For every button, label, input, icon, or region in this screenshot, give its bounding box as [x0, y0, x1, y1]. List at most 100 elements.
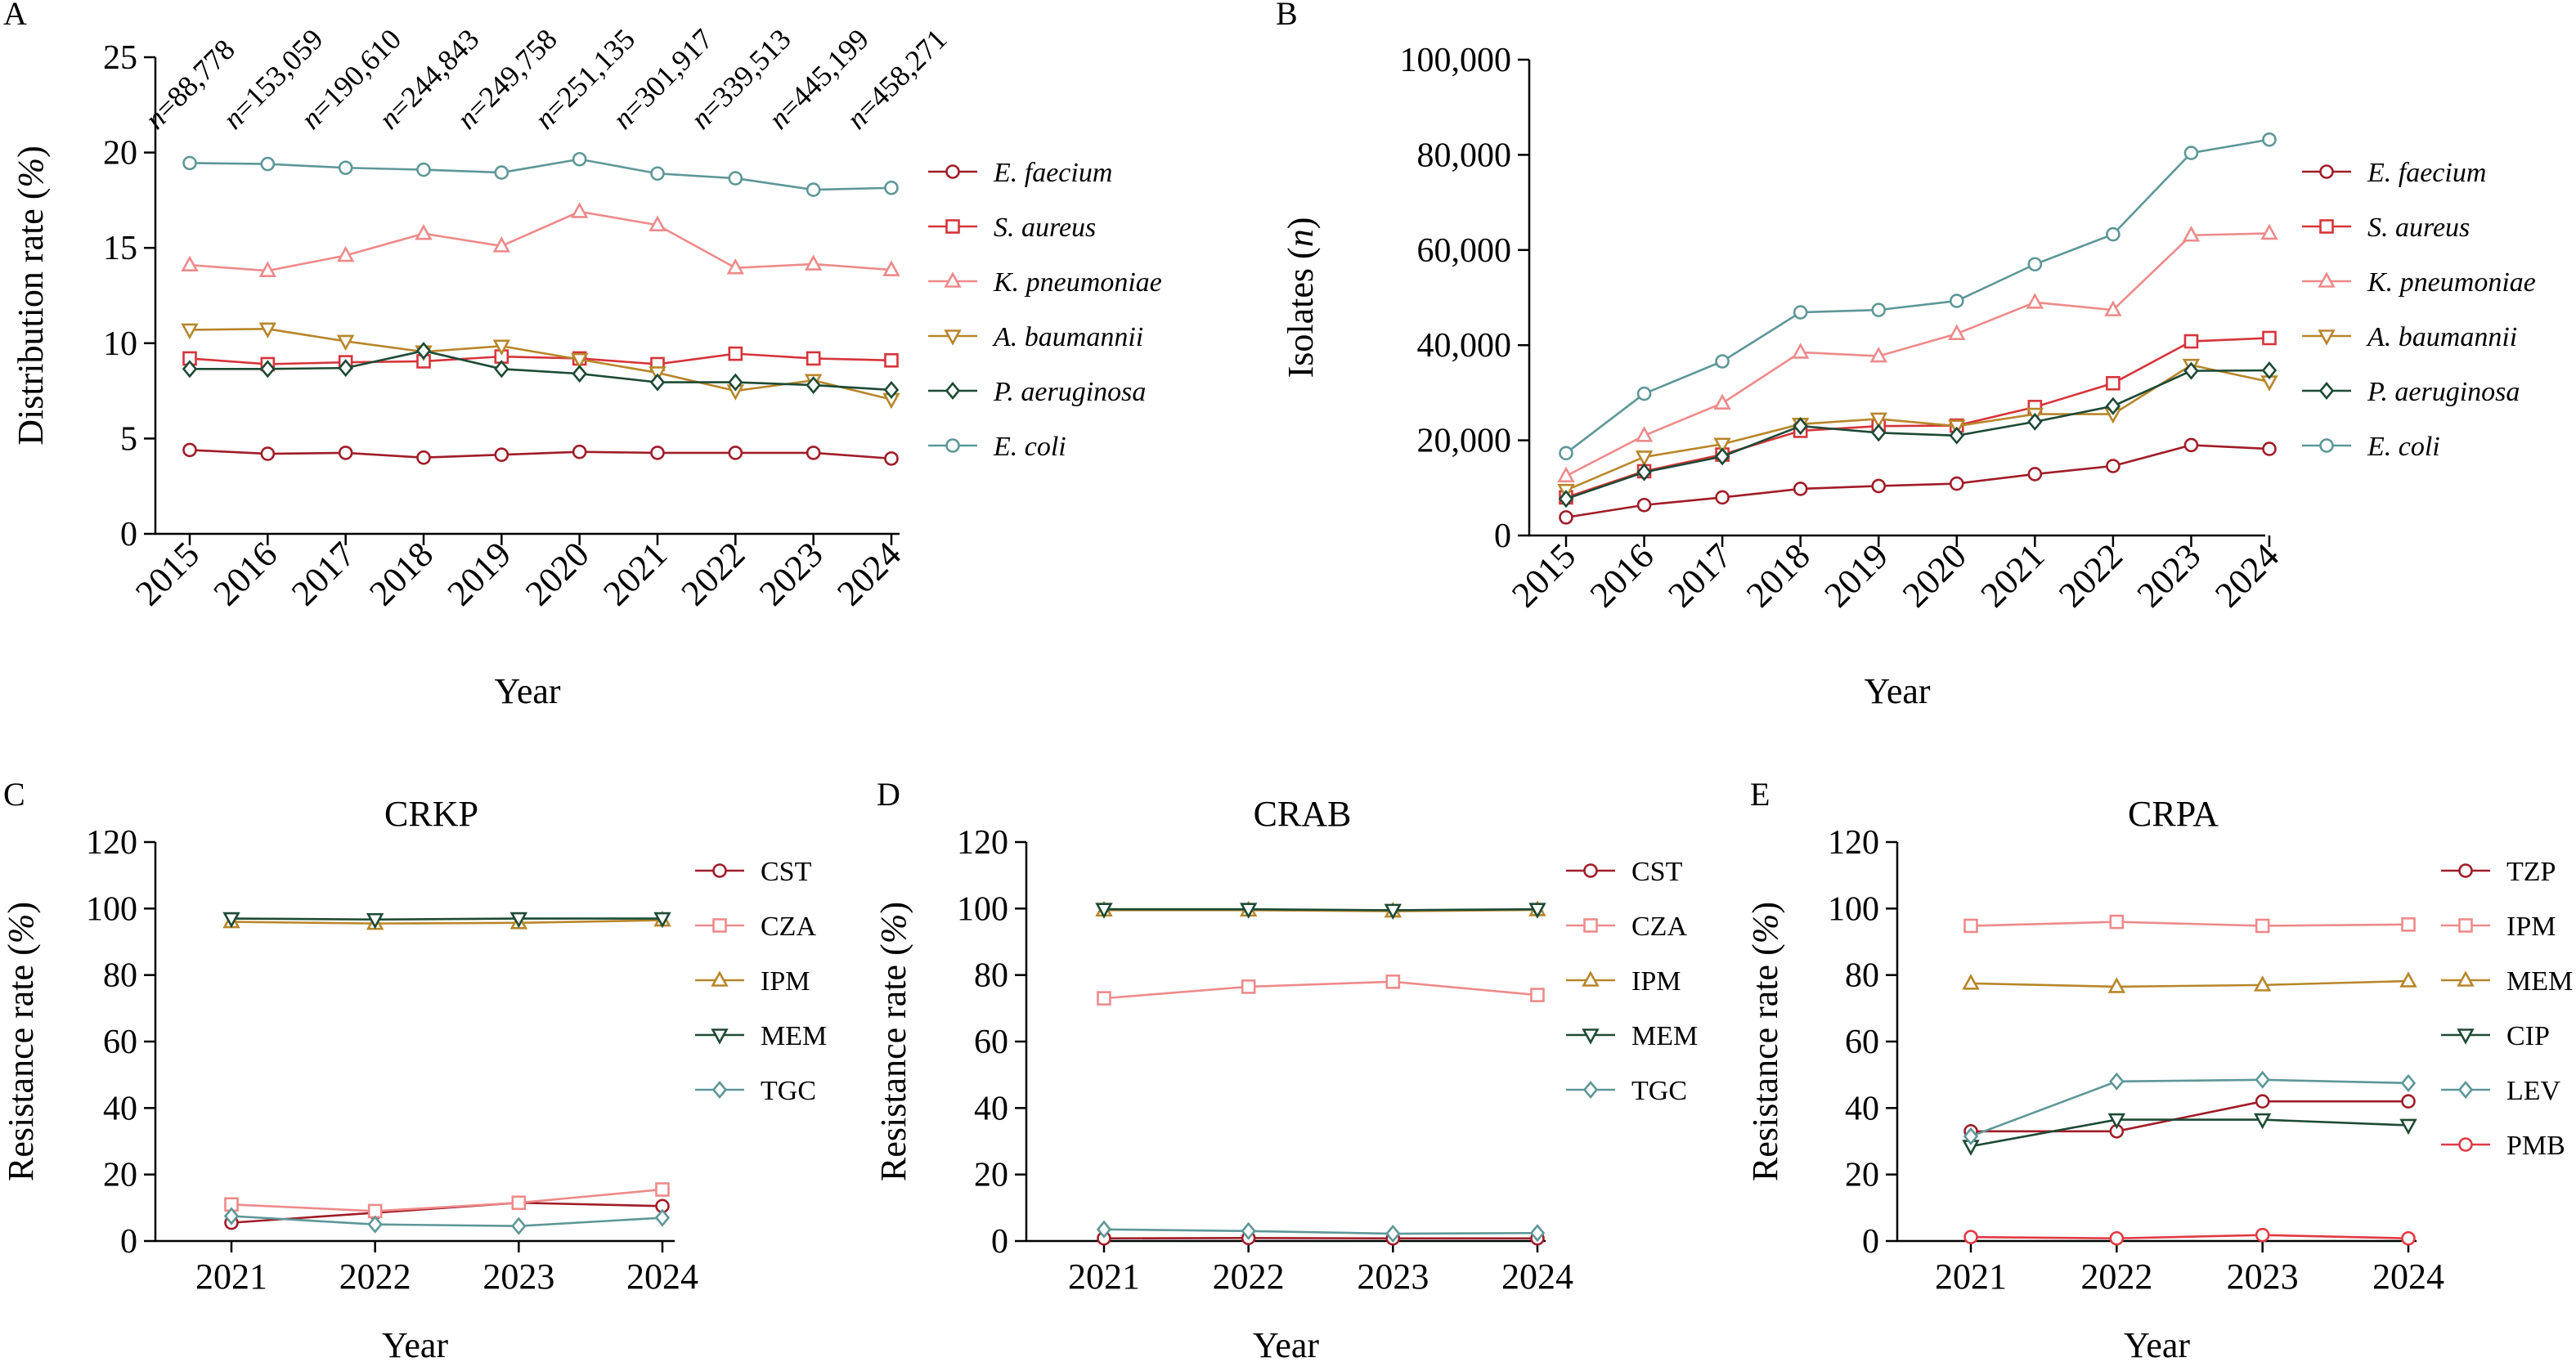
y-tick-label: 20,000: [1417, 423, 1512, 460]
data-point: [338, 446, 353, 460]
series-mem: [1962, 971, 2417, 993]
y-tick-label: 10: [103, 325, 137, 363]
legend-marker: [2319, 164, 2334, 179]
x-tick-label: 2021: [1973, 535, 2053, 615]
legend-label: IPM: [2506, 912, 2556, 942]
data-point: [1241, 1221, 1256, 1240]
data-point: [882, 260, 900, 276]
data-point: [1528, 903, 1546, 919]
data-point: [2260, 223, 2278, 240]
x-tick-label: 2021: [1935, 1257, 2007, 1297]
data-point: [509, 912, 528, 929]
data-point: [804, 254, 823, 271]
legend-marker: [944, 271, 962, 288]
data-point: [1097, 991, 1111, 1006]
data-point: [1096, 1220, 1112, 1239]
legend-label: A. baumannii: [2366, 322, 2517, 352]
series-line: [189, 158, 892, 191]
series-line: [231, 1188, 663, 1212]
data-point: [1963, 1127, 1979, 1145]
data-point: [2262, 441, 2277, 456]
data-point: [1869, 412, 1887, 429]
data-point: [1871, 478, 1887, 494]
data-point: [1241, 979, 1256, 994]
legend-marker: [711, 970, 729, 987]
series-line: [1971, 1100, 2408, 1133]
data-point: [181, 323, 199, 340]
data-point: [494, 447, 509, 463]
data-point: [1715, 354, 1730, 369]
legend-marker: [1582, 1080, 1599, 1100]
data-point: [260, 446, 276, 461]
x-tick-label: 2021: [195, 1257, 267, 1297]
data-point: [367, 1215, 383, 1234]
series-mem: [1095, 903, 1546, 921]
series-line: [231, 1215, 663, 1228]
y-tick-label: 20: [974, 1157, 1008, 1194]
legend-label: MEM: [761, 1021, 827, 1051]
data-point: [2183, 146, 2199, 160]
data-point: [1636, 463, 1652, 482]
panel-letter: E: [1750, 776, 1770, 813]
legend-label: IPM: [1631, 966, 1681, 997]
panel-c: C CRKP 0 20 40 60 80 100 120 2021 2022 2023 2024 Year…: [1, 776, 827, 1365]
legend-label: CST: [1631, 857, 1683, 887]
data-point: [1948, 324, 1966, 341]
y-tick-label: 80,000: [1417, 137, 1512, 174]
legend-marker: [712, 918, 727, 933]
data-point: [2255, 1070, 2270, 1089]
data-point: [650, 166, 665, 181]
x-tick-label: 2018: [1739, 535, 1818, 615]
data-point: [1714, 447, 1730, 466]
y-axis-label: Resistance rate (%): [1, 902, 41, 1181]
data-point: [1635, 450, 1654, 467]
data-point: [2255, 1094, 2270, 1109]
data-point: [570, 352, 589, 370]
panel-letter: A: [3, 0, 27, 32]
data-point: [1636, 386, 1652, 401]
legend-marker: [2458, 918, 2473, 933]
y-tick-label: 120: [86, 824, 137, 862]
series-cza: [1097, 974, 1545, 1006]
data-point: [181, 255, 199, 271]
y-tick-label: 100: [1828, 890, 1879, 928]
data-point: [415, 224, 433, 240]
data-point: [2183, 334, 2199, 349]
y-tick-label: 100: [957, 890, 1008, 928]
x-tick-label: 2024: [2207, 535, 2287, 615]
data-point: [2027, 412, 2043, 431]
legend-marker: [2458, 1137, 2473, 1152]
panel-d: D CRAB 0 20 40 60 80 100 120 2021 2022 2023 2024 Year…: [873, 776, 1698, 1365]
data-point: [2107, 1113, 2126, 1130]
series-p-aeruginosa: [1558, 361, 2278, 509]
data-point: [1713, 393, 1731, 410]
series-k-pneumoniae: [181, 202, 900, 277]
data-point: [494, 360, 509, 379]
data-point: [416, 162, 431, 177]
y-tick-label: 40: [1845, 1090, 1879, 1127]
data-point: [1385, 1225, 1401, 1243]
data-point: [2399, 971, 2417, 988]
data-point: [1529, 1224, 1546, 1243]
data-point: [884, 451, 899, 466]
panel-e: E CRPA 0 20 40 60 80 100 120 2021 2022 2023 2024 Year…: [1745, 776, 2573, 1365]
x-tick-label: 2020: [518, 534, 597, 613]
data-point: [338, 359, 353, 378]
x-tick-label: 2023: [752, 534, 831, 613]
data-point: [1635, 426, 1654, 442]
data-point: [338, 160, 353, 176]
y-tick-label: 40: [974, 1090, 1008, 1127]
data-point: [2183, 437, 2199, 453]
data-point: [654, 1208, 671, 1227]
x-tick-label: 2018: [361, 534, 441, 613]
data-point: [2262, 132, 2277, 147]
y-tick-label: 120: [1828, 824, 1879, 862]
legend-marker: [2319, 438, 2334, 453]
data-point: [2106, 459, 2120, 473]
chart-title: CRAB: [1254, 794, 1352, 834]
panel-letter: C: [3, 776, 25, 813]
series-k-pneumoniae: [1557, 223, 2278, 483]
series-pmb: [1963, 1227, 2416, 1246]
series-mem: [222, 912, 671, 930]
